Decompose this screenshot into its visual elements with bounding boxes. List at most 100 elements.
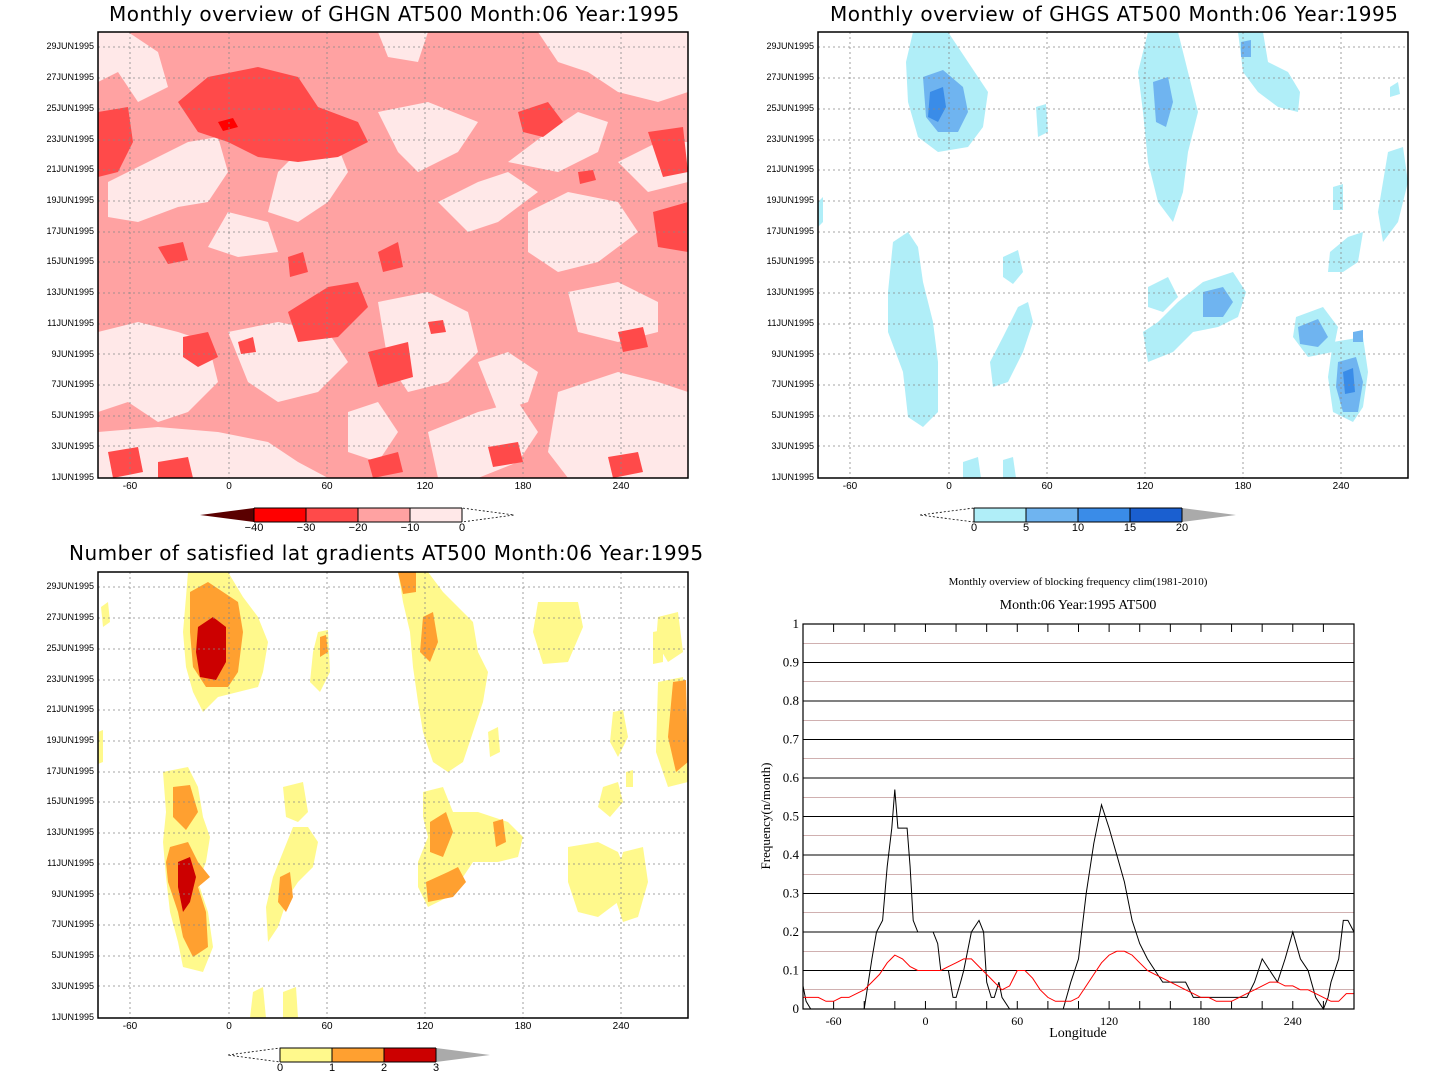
date-tick-label: 7JUN1995 xyxy=(51,919,94,929)
date-tick-label: 25JUN1995 xyxy=(766,103,814,113)
y-tick-label: 0.9 xyxy=(783,655,799,670)
date-tick-label: 3JUN1995 xyxy=(51,441,94,451)
y-tick-label: 0.4 xyxy=(783,847,800,862)
y-tick-label: 0.1 xyxy=(783,963,799,978)
date-tick-label: 3JUN1995 xyxy=(771,441,814,451)
line-chart-title: Monthly overview of blocking frequency c… xyxy=(948,576,1208,588)
x-tick-label: -60 xyxy=(826,1014,842,1028)
lon-tick-label: 0 xyxy=(226,481,232,492)
y-tick-label: 0 xyxy=(793,1001,800,1016)
line-chart-ylabel: Frequency(n/month) xyxy=(758,762,773,870)
lon-tick-label: -60 xyxy=(122,1021,138,1032)
line-chart-subtitle: Month:06 Year:1995 AT500 xyxy=(999,598,1157,613)
date-tick-label: 29JUN1995 xyxy=(46,41,94,51)
lon-tick-label: 60 xyxy=(1041,481,1053,492)
ghgn-title: Monthly overview of GHGN AT500 Month:06 … xyxy=(109,2,680,26)
lon-tick-label: 120 xyxy=(416,481,434,492)
date-tick-label: 1JUN1995 xyxy=(51,1012,94,1022)
date-tick-label: 5JUN1995 xyxy=(51,410,94,420)
ghgs-dark-regions xyxy=(928,87,1355,394)
ghgs-title: Monthly overview of GHGS AT500 Month:06 … xyxy=(830,2,1399,26)
y-tick-label: 0.3 xyxy=(783,886,799,901)
lon-tick-label: 120 xyxy=(416,1021,434,1032)
line-chart-frame xyxy=(802,623,1355,1010)
ghgn-grid xyxy=(98,32,688,478)
date-tick-label: 27JUN1995 xyxy=(766,72,814,82)
colorbar-label: 15 xyxy=(1123,522,1137,534)
ghgs-grid xyxy=(818,32,1408,478)
lon-tick-label: 180 xyxy=(514,1021,532,1032)
colorbar-label: 0 xyxy=(970,522,978,534)
lon-tick-label: 0 xyxy=(226,1021,232,1032)
date-tick-label: 11JUN1995 xyxy=(767,318,814,328)
ghgn-strong-regions xyxy=(218,118,238,131)
date-tick-label: 13JUN1995 xyxy=(46,827,94,837)
colorbar-label: 0 xyxy=(276,1062,284,1074)
colorbar-label: 0 xyxy=(458,522,466,534)
ghgn-medium-regions xyxy=(98,67,688,478)
date-tick-label: 21JUN1995 xyxy=(766,164,814,174)
y-tick-label: 0.2 xyxy=(783,924,799,939)
lon-tick-label: 60 xyxy=(321,481,333,492)
x-tick-label: 180 xyxy=(1192,1014,1210,1028)
lon-tick-label: 180 xyxy=(1234,481,1252,492)
date-tick-label: 1JUN1995 xyxy=(771,472,814,482)
ghgn-plot xyxy=(97,31,689,479)
date-tick-label: 9JUN1995 xyxy=(771,349,814,359)
ghgs-colorbar xyxy=(919,507,1236,523)
date-tick-label: 1JUN1995 xyxy=(51,472,94,482)
date-tick-label: 19JUN1995 xyxy=(46,195,94,205)
lat-title: Number of satisfied lat gradients AT500 … xyxy=(69,541,704,565)
date-tick-label: 7JUN1995 xyxy=(51,379,94,389)
lon-tick-label: 240 xyxy=(1332,481,1350,492)
lon-tick-label: 0 xyxy=(946,481,952,492)
date-tick-label: 11JUN1995 xyxy=(47,318,94,328)
lon-tick-label: 120 xyxy=(1136,481,1154,492)
colorbar-label: 1 xyxy=(328,1062,336,1074)
lon-tick-label: -60 xyxy=(842,481,858,492)
date-tick-label: 23JUN1995 xyxy=(46,674,94,684)
lon-tick-label: 180 xyxy=(514,481,532,492)
lat-plot xyxy=(97,571,689,1019)
date-tick-label: 9JUN1995 xyxy=(51,349,94,359)
date-tick-label: 15JUN1995 xyxy=(46,256,94,266)
date-tick-label: 21JUN1995 xyxy=(46,704,94,714)
colorbar-label: −10 xyxy=(400,522,420,534)
colorbar-label: 10 xyxy=(1071,522,1085,534)
y-tick-label: 1 xyxy=(793,616,800,631)
ghgn-frame xyxy=(97,31,689,479)
colorbar-label: 5 xyxy=(1022,522,1030,534)
colorbar-label: 2 xyxy=(380,1062,388,1074)
x-tick-label: 60 xyxy=(1011,1014,1023,1028)
ghgs-frame xyxy=(817,31,1409,479)
colorbar-label: −40 xyxy=(244,522,264,534)
lon-tick-label: -60 xyxy=(122,481,138,492)
date-tick-label: 17JUN1995 xyxy=(46,226,94,236)
x-tick-label: 240 xyxy=(1284,1014,1302,1028)
date-tick-label: 25JUN1995 xyxy=(46,643,94,653)
lon-tick-label: 60 xyxy=(321,1021,333,1032)
series-line-black xyxy=(802,789,1355,1011)
date-tick-label: 13JUN1995 xyxy=(46,287,94,297)
date-tick-label: 13JUN1995 xyxy=(766,287,814,297)
date-tick-label: 5JUN1995 xyxy=(51,950,94,960)
lon-tick-label: 240 xyxy=(612,481,630,492)
ghgn-light-regions xyxy=(98,32,688,478)
line-chart-plot: 0 0.1 0.2 0.3 0.4 0.5 0.6 0.7 0.8 0.9 1 -60 0 60 120 18… xyxy=(783,616,1355,1028)
date-tick-label: 23JUN1995 xyxy=(46,134,94,144)
date-tick-label: 19JUN1995 xyxy=(46,735,94,745)
date-tick-label: 25JUN1995 xyxy=(46,103,94,113)
date-tick-label: 9JUN1995 xyxy=(51,889,94,899)
date-tick-label: 3JUN1995 xyxy=(51,981,94,991)
y-tick-label: 0.8 xyxy=(783,693,799,708)
date-tick-label: 29JUN1995 xyxy=(766,41,814,51)
date-tick-label: 27JUN1995 xyxy=(46,72,94,82)
lon-tick-label: 240 xyxy=(612,1021,630,1032)
date-tick-label: 7JUN1995 xyxy=(771,379,814,389)
lat-red-regions xyxy=(178,617,226,912)
line-chart-xlabel: Longitude xyxy=(1049,1026,1107,1041)
ghgs-plot xyxy=(817,31,1409,479)
date-tick-label: 23JUN1995 xyxy=(766,134,814,144)
date-tick-label: 15JUN1995 xyxy=(46,796,94,806)
ghgn-colorbar xyxy=(200,507,515,523)
